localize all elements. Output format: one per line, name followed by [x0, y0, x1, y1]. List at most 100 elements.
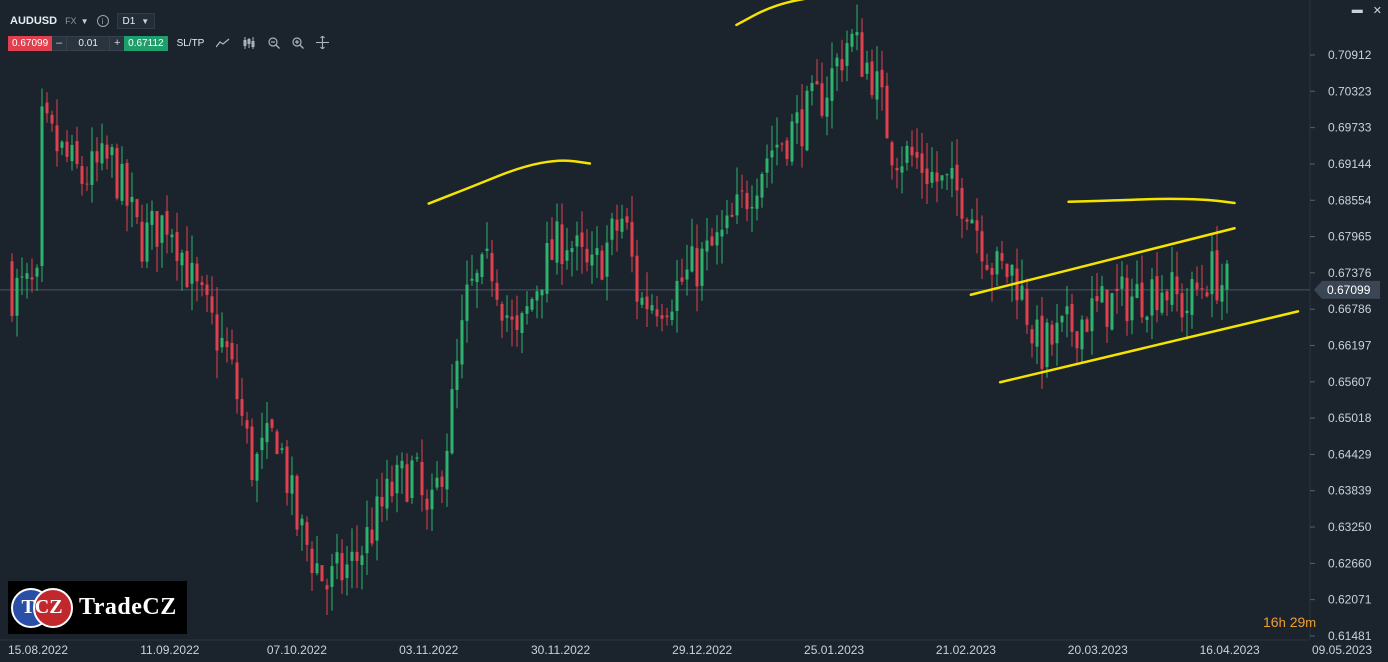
- bull-candle: [280, 448, 284, 450]
- bear-candle: [550, 239, 554, 260]
- bull-candle: [100, 143, 104, 164]
- bear-candle: [815, 81, 819, 85]
- bull-candle: [110, 147, 114, 156]
- countdown-minutes-unit: m: [1305, 615, 1317, 630]
- bear-candle: [580, 232, 584, 247]
- bear-candle: [870, 61, 874, 96]
- candle-countdown: 16h 29m: [1263, 614, 1316, 630]
- bull-candle: [180, 252, 184, 266]
- bull-candle: [455, 360, 459, 390]
- current-price-label: 0.67099: [1327, 283, 1371, 297]
- bull-candle: [15, 277, 19, 316]
- bull-candle: [410, 460, 414, 499]
- bear-candle: [880, 69, 884, 88]
- bull-candle: [485, 248, 489, 251]
- bear-candle: [500, 303, 504, 321]
- bear-candle: [895, 167, 899, 171]
- symbol-label[interactable]: AUDUSD: [10, 15, 58, 27]
- close-icon[interactable]: ✕: [1372, 5, 1382, 17]
- bear-candle: [285, 446, 289, 493]
- bull-candle: [1010, 264, 1014, 276]
- bull-candle: [520, 313, 524, 334]
- bull-candle: [605, 242, 609, 277]
- bear-candle: [730, 214, 734, 217]
- bull-candle: [855, 32, 859, 36]
- line-chart-icon[interactable]: [215, 38, 230, 50]
- bear-candle: [95, 151, 99, 163]
- y-tick-label: 0.65018: [1328, 411, 1372, 425]
- bull-candle: [385, 478, 389, 509]
- bear-candle: [1205, 292, 1209, 297]
- bull-candle: [1090, 298, 1094, 332]
- bear-candle: [965, 219, 969, 222]
- bull-candle: [930, 171, 934, 183]
- bull-candle: [1110, 293, 1114, 330]
- bull-candle: [945, 174, 949, 176]
- buy-button[interactable]: 0.67112: [124, 36, 168, 51]
- increase-quantity-button[interactable]: +: [113, 37, 121, 49]
- bear-candle: [955, 164, 959, 191]
- bull-candle: [755, 195, 759, 209]
- bear-candle: [625, 216, 629, 223]
- info-icon[interactable]: i: [96, 15, 109, 27]
- bull-candle: [770, 150, 774, 158]
- bull-candle: [900, 166, 904, 173]
- bear-candle: [105, 144, 109, 159]
- bull-candle: [670, 311, 674, 320]
- crosshair-icon[interactable]: [316, 35, 330, 51]
- bear-candle: [885, 85, 889, 139]
- bull-candle: [700, 248, 704, 286]
- timeframe-select[interactable]: D1 ▼: [116, 13, 156, 29]
- bull-candle: [40, 106, 44, 266]
- sell-button[interactable]: 0.67099: [8, 36, 53, 51]
- bull-candle: [1210, 251, 1214, 295]
- y-tick-label: 0.70323: [1328, 84, 1372, 98]
- quantity-stepper[interactable]: – 0.01 +: [52, 36, 125, 51]
- bear-candle: [630, 222, 634, 257]
- zoom-out-icon[interactable]: [268, 36, 281, 51]
- bear-candle: [490, 253, 494, 282]
- bear-candle: [235, 362, 239, 400]
- bull-candle: [1120, 276, 1124, 289]
- x-tick-label: 21.02.2023: [936, 643, 996, 657]
- bear-candle: [615, 219, 619, 231]
- candlestick-icon[interactable]: [242, 36, 256, 51]
- bull-candle: [1190, 279, 1194, 315]
- bull-candle: [1100, 286, 1104, 303]
- bear-candle: [355, 551, 359, 562]
- sltp-button[interactable]: SL/TP: [176, 38, 205, 49]
- bear-candle: [990, 268, 994, 275]
- bear-candle: [250, 426, 254, 481]
- bull-candle: [265, 423, 269, 443]
- countdown-hours-unit: h: [1278, 615, 1286, 630]
- bear-candle: [10, 261, 14, 317]
- bear-candle: [30, 277, 34, 280]
- zoom-in-icon[interactable]: [292, 36, 305, 51]
- bull-candle: [950, 168, 954, 179]
- bear-candle: [440, 476, 444, 487]
- bear-candle: [325, 585, 329, 590]
- bull-candle: [290, 475, 294, 494]
- bull-candle: [530, 299, 534, 310]
- bear-candle: [420, 461, 424, 496]
- bull-candle: [940, 175, 944, 181]
- bear-candle: [1025, 288, 1029, 325]
- bull-candle: [1020, 285, 1024, 300]
- maximize-icon[interactable]: ▬: [1351, 4, 1363, 16]
- bull-candle: [60, 141, 64, 148]
- bull-candle: [35, 267, 39, 277]
- x-tick-label: 30.11.2022: [531, 643, 590, 657]
- bull-candle: [810, 82, 814, 91]
- quantity-input[interactable]: 0.01: [66, 37, 111, 50]
- bull-candle: [445, 450, 449, 490]
- timeframe-label: D1: [122, 15, 136, 27]
- bear-candle: [1030, 329, 1034, 344]
- bear-candle: [915, 151, 919, 158]
- chevron-down-icon[interactable]: ▼: [80, 16, 89, 26]
- bull-candle: [555, 221, 559, 263]
- bull-candle: [435, 477, 439, 488]
- decrease-quantity-button[interactable]: –: [56, 37, 63, 49]
- channel-trendline: [969, 226, 1236, 297]
